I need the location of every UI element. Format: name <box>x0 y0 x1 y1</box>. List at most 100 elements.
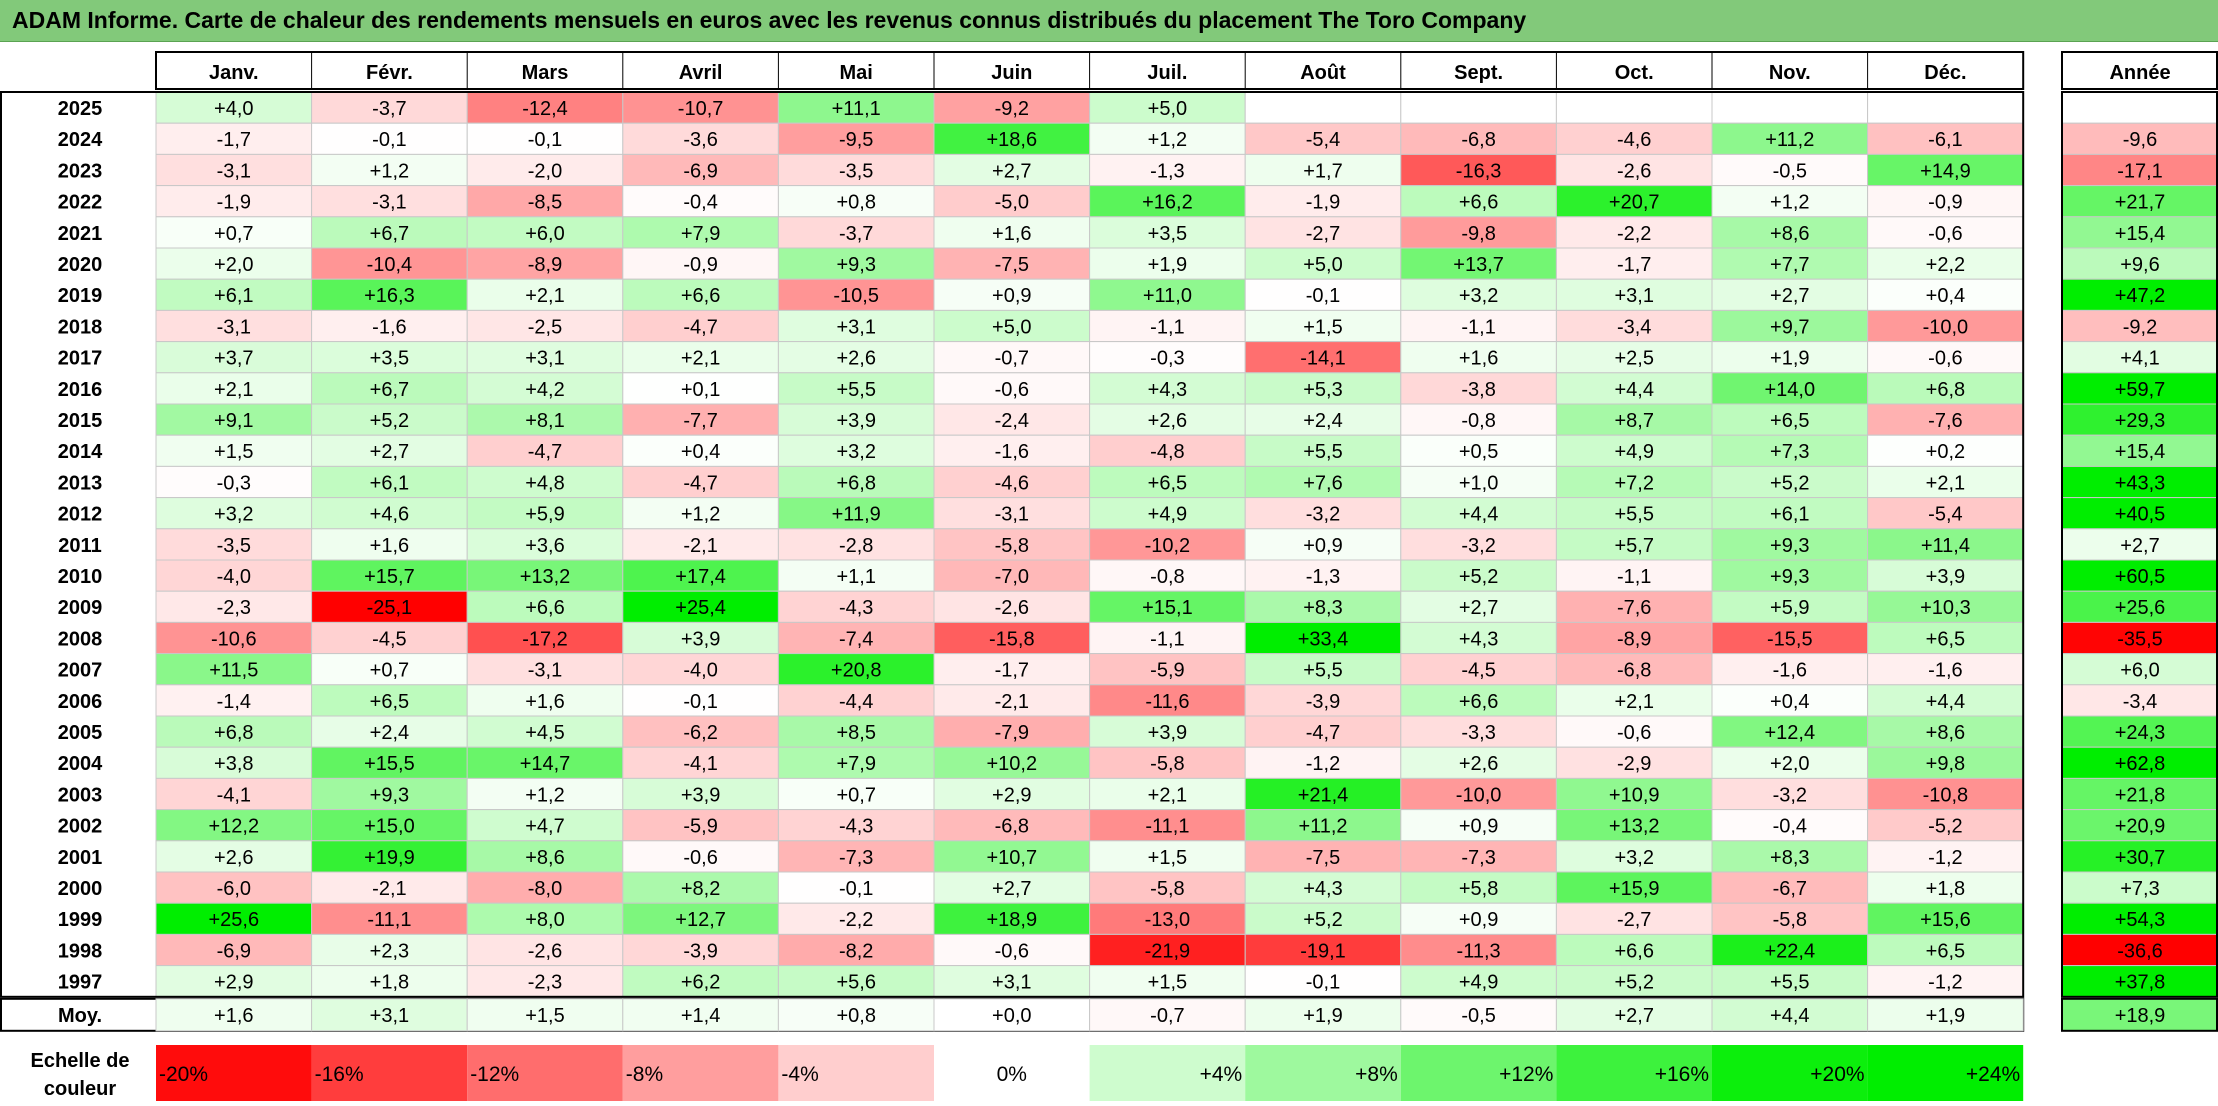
heatmap-cell <box>1867 497 2024 530</box>
heatmap-cell <box>1244 621 1402 655</box>
heatmap-cell <box>1711 871 1869 904</box>
heatmap-cell <box>1867 715 2024 748</box>
heatmap-cell <box>1089 497 1246 530</box>
average-value: +2,7 <box>1614 1005 1653 1027</box>
heatmap-cell <box>1089 247 1246 280</box>
cell-value: -3,7 <box>839 223 873 245</box>
cell-value: -4,7 <box>528 441 562 463</box>
cell-value: -2,1 <box>683 535 717 557</box>
cell-value: +12,2 <box>208 816 259 838</box>
scale-label: -20% <box>159 1063 208 1086</box>
cell-value: -5,4 <box>1928 504 1962 526</box>
heatmap-cell <box>466 247 624 280</box>
cell-value: -3,9 <box>683 940 717 962</box>
heatmap-cell <box>1244 247 1402 280</box>
heatmap-cell <box>1555 840 1713 873</box>
scale-swatch <box>778 1045 934 1101</box>
cell-value: +15,5 <box>364 753 415 775</box>
cell-value: +8,3 <box>1770 847 1809 869</box>
heatmap-cell <box>1400 684 1557 717</box>
year-label: 1997 <box>58 972 103 994</box>
heatmap-cell <box>1400 122 1557 155</box>
heatmap-cell <box>1867 341 2024 374</box>
cell-value: -6,1 <box>1928 129 1962 151</box>
average-cell <box>1555 998 1713 1032</box>
cell-value: +5,5 <box>1614 504 1653 526</box>
heatmap-cell <box>155 528 313 561</box>
annual-value: +7,3 <box>2120 878 2159 900</box>
cell-value: -7,6 <box>1928 410 1962 432</box>
heatmap-cell <box>933 185 1091 218</box>
cell-value: +16,2 <box>1142 192 1193 214</box>
cell-value: +2,7 <box>1459 597 1498 619</box>
heatmap-cell <box>1555 871 1713 904</box>
heatmap-cell <box>1400 809 1557 842</box>
average-value: +0,0 <box>992 1005 1031 1027</box>
cell-value: -1,4 <box>217 691 251 713</box>
data-grid-frame <box>0 91 2025 998</box>
cell-value: +10,7 <box>986 847 1037 869</box>
cell-value: +11,5 <box>209 660 258 682</box>
cell-value: +15,0 <box>364 816 415 838</box>
heatmap-cell <box>466 434 624 467</box>
cell-value: +5,0 <box>1303 254 1342 276</box>
cell-value: +19,9 <box>364 847 415 869</box>
cell-value: +0,4 <box>1770 691 1809 713</box>
heatmap-cell <box>155 122 313 155</box>
heatmap-cell <box>1711 372 1869 405</box>
heatmap-cell <box>1244 497 1402 530</box>
cell-value: -3,7 <box>372 98 406 120</box>
cell-value: -1,2 <box>1928 847 1962 869</box>
heatmap-cell <box>1244 341 1402 374</box>
heatmap-cell <box>1244 434 1402 467</box>
heatmap-cell <box>622 559 779 592</box>
heatmap-cell <box>1400 902 1557 935</box>
heatmap-cell <box>622 590 779 623</box>
cell-value: +5,0 <box>1148 98 1187 120</box>
cell-value: +1,8 <box>370 972 409 994</box>
average-cell <box>622 998 779 1032</box>
heatmap-cell <box>155 465 313 499</box>
average-label: Moy. <box>58 1005 102 1027</box>
cell-value: +9,3 <box>1770 566 1809 588</box>
cell-value: +6,5 <box>1770 410 1809 432</box>
cell-value: +6,1 <box>370 472 409 494</box>
heatmap-cell <box>1244 777 1402 811</box>
cell-value: -1,1 <box>1617 566 1651 588</box>
cell-value: +11,9 <box>832 504 881 526</box>
heatmap-cell <box>777 309 935 343</box>
heatmap-cell <box>1400 528 1557 561</box>
heatmap-cell <box>1400 715 1557 748</box>
cell-value: +2,1 <box>214 379 253 401</box>
heatmap-cell <box>466 715 624 748</box>
cell-value: +4,3 <box>1148 379 1187 401</box>
month-header-11: Nov. <box>1769 62 1811 84</box>
cell-value: +4,4 <box>1459 504 1498 526</box>
heatmap-cell <box>1244 91 1402 124</box>
cell-value: -9,8 <box>1461 223 1495 245</box>
heatmap-cell <box>1400 278 1557 311</box>
cell-value: +1,6 <box>370 535 409 557</box>
cell-value: +6,5 <box>370 691 409 713</box>
annual-cell <box>2061 91 2218 124</box>
cell-value: +1,2 <box>681 504 720 526</box>
cell-value: +3,1 <box>836 316 875 338</box>
year-label: 2011 <box>58 535 101 557</box>
cell-value: +20,7 <box>1609 192 1660 214</box>
cell-value: -10,2 <box>1145 535 1191 557</box>
cell-value: +6,8 <box>214 722 253 744</box>
cell-value: -4,6 <box>1617 129 1651 151</box>
heatmap-cell <box>933 497 1091 530</box>
heatmap-cell <box>622 91 779 124</box>
heatmap-cell <box>1711 247 1869 280</box>
cell-value: +1,2 <box>1148 129 1187 151</box>
cell-value: -12,4 <box>522 98 568 120</box>
year-label: 2006 <box>58 691 103 713</box>
heatmap-cell <box>933 341 1091 374</box>
heatmap-cell <box>933 715 1091 748</box>
cell-value: +1,5 <box>1148 972 1187 994</box>
annual-value: +30,7 <box>2115 847 2166 869</box>
heatmap-cell <box>155 559 313 592</box>
month-header-2: Févr. <box>366 62 413 84</box>
heatmap-cell <box>1555 247 1713 280</box>
